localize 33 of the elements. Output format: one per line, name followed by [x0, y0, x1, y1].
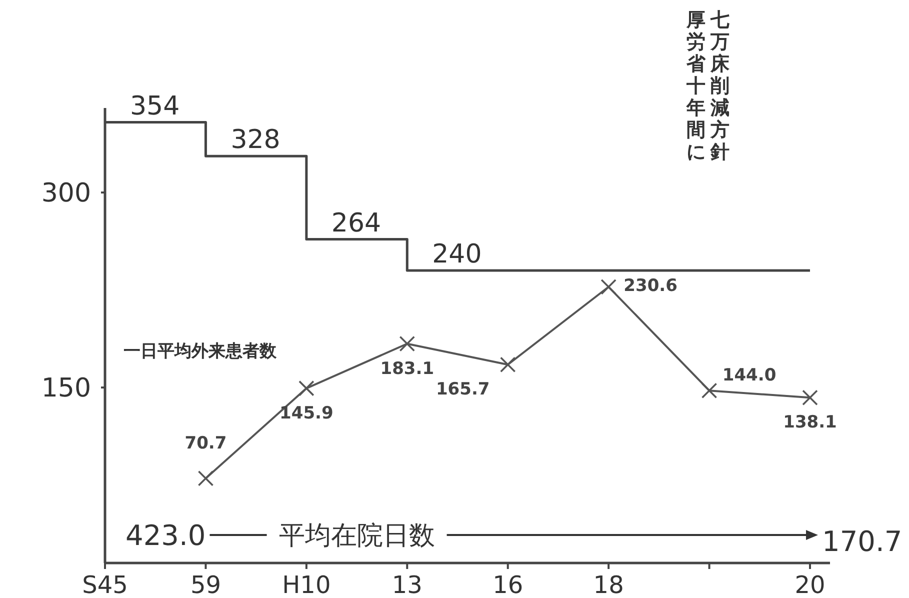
- data-label: 138.1: [783, 412, 837, 433]
- annotation: 170.7: [822, 524, 902, 558]
- data-label: 328: [230, 125, 280, 156]
- y-tick-label: 150: [41, 374, 91, 404]
- y-tick-label: 300: [41, 178, 91, 209]
- point: [701, 382, 718, 398]
- data-label: 144.0: [722, 366, 776, 386]
- x-tick-label: 13: [392, 571, 422, 598]
- data-label: 240: [432, 240, 482, 270]
- data-label: 354: [130, 91, 180, 122]
- series-label: 一日平均外来患者数: [123, 341, 278, 362]
- annotation: 七万床削減方針: [710, 9, 730, 163]
- x-tick-label: 59: [190, 571, 221, 598]
- x-tick-label: S45: [82, 571, 128, 598]
- x-tick-label: 18: [593, 571, 624, 598]
- data-label: 183.1: [380, 358, 434, 379]
- point: [600, 278, 616, 295]
- point: [802, 390, 818, 406]
- point: [500, 356, 516, 372]
- data-label: 230.6: [624, 276, 678, 296]
- data-label: 264: [331, 208, 382, 238]
- annotation: 423.0: [126, 518, 206, 552]
- data-label: 165.7: [436, 380, 490, 400]
- x-tick-label: H10: [282, 571, 331, 598]
- x-tick-label: 16: [492, 571, 524, 598]
- annotation: 平均在院日数: [278, 521, 435, 552]
- point: [198, 470, 214, 486]
- annotation: 厚労省十年間に: [686, 9, 706, 163]
- data-label: 145.9: [280, 403, 334, 424]
- point: [298, 380, 314, 396]
- point: [399, 336, 416, 352]
- x-tick-label: 20: [794, 571, 826, 598]
- data-label: 70.7: [184, 433, 227, 454]
